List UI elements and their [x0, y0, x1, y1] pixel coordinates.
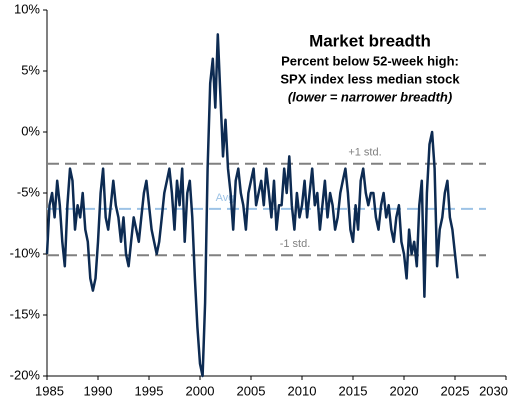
y-tick-label: -5% [17, 184, 41, 199]
x-tick-label: 2025 [441, 383, 470, 398]
x-tick-label: 1985 [35, 383, 64, 398]
x-tick-label: 2010 [288, 383, 317, 398]
y-tick-label: -15% [10, 306, 41, 321]
y-tick-label: 0% [21, 123, 40, 138]
y-tick-label: -10% [10, 245, 41, 260]
x-tick-label: 2000 [186, 383, 215, 398]
y-tick-label: -20% [10, 367, 41, 382]
y-tick-label: 10% [14, 1, 40, 16]
reference-label: +1 std. [348, 147, 381, 159]
reference-label: -1 std. [280, 238, 311, 250]
subtitle: Percent below 52-week high: [281, 53, 459, 68]
subtitle: SPX index less median stock [280, 71, 460, 86]
x-tick-label: 1995 [135, 383, 164, 398]
x-tick-label: 1990 [84, 383, 113, 398]
x-tick-label: 2020 [390, 383, 419, 398]
subtitle: (lower = narrower breadth) [288, 89, 452, 104]
x-tick-label: 2005 [237, 383, 266, 398]
chart-title: Market breadth [309, 31, 431, 50]
y-tick-label: 5% [21, 62, 40, 77]
x-tick-label: 2030 [479, 383, 508, 398]
x-tick-label: 2015 [339, 383, 368, 398]
data-line [45, 33, 459, 378]
